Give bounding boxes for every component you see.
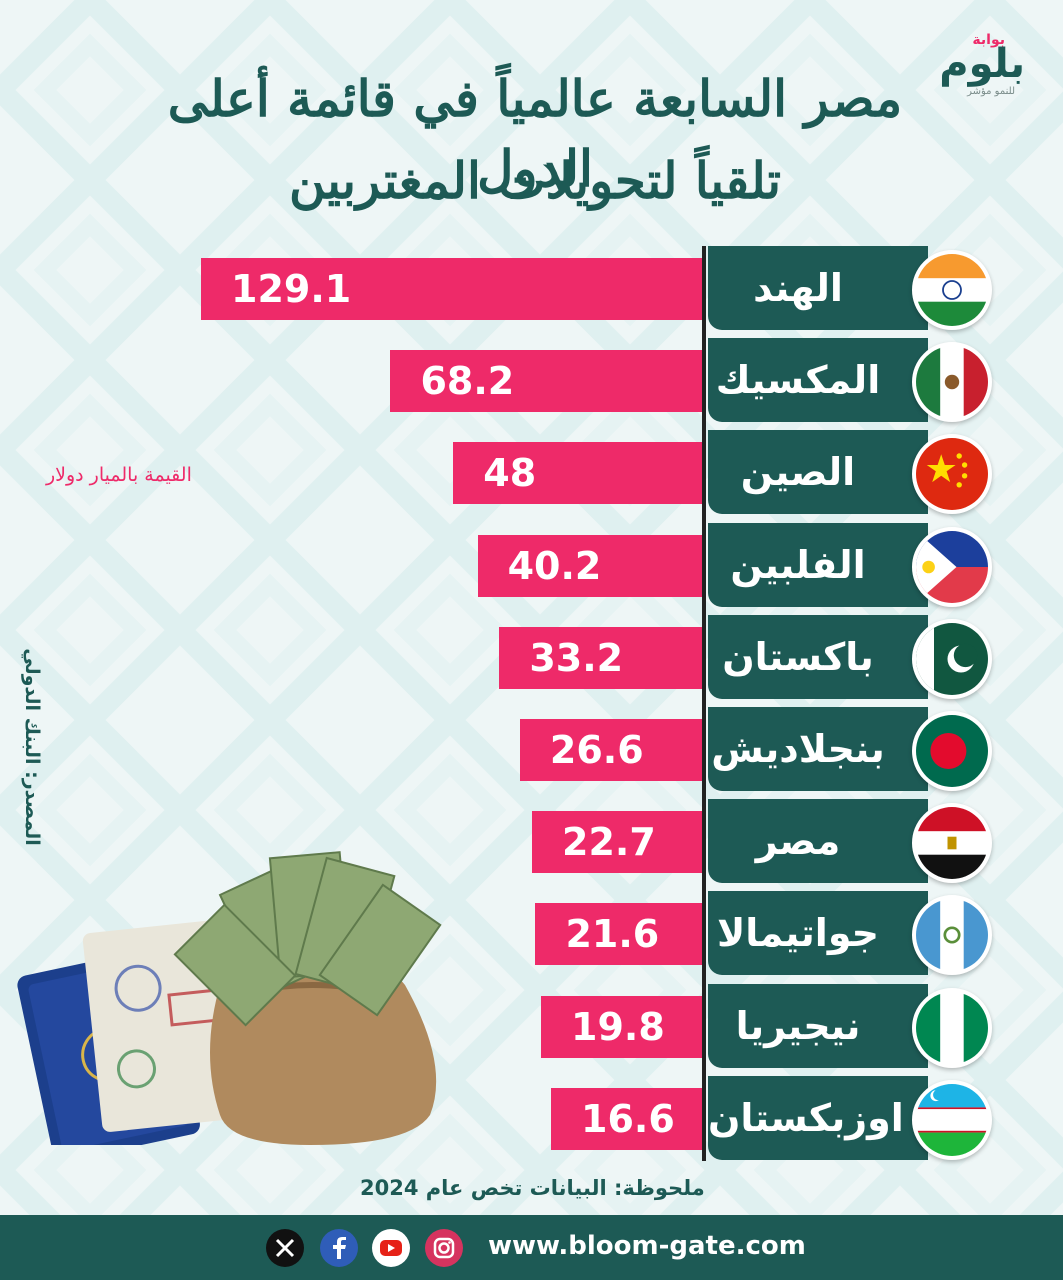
category-label: الهند	[753, 266, 843, 310]
logo-sub-text: للنمو مؤشر	[967, 86, 1015, 97]
bar-value-label: 40.2	[507, 543, 602, 588]
footnote: ملحوظة: البيانات تخص عام 2024	[360, 1176, 705, 1200]
bar: 48	[453, 442, 702, 505]
egypt-flag-icon	[912, 803, 992, 884]
category-label-box	[708, 1075, 928, 1160]
chart-row: 26.6 بنجلاديش	[0, 707, 1063, 791]
unit-label: القيمة بالميار دولار	[46, 464, 192, 486]
chart-row: 16.6 اوزبكستان	[0, 1075, 1063, 1160]
guatemala-flag-icon	[912, 895, 992, 976]
bar-value-label: 19.8	[571, 1004, 665, 1049]
bar-value-label: 16.6	[581, 1096, 675, 1141]
china-flag-icon	[912, 434, 992, 515]
bar: 21.6	[535, 903, 702, 966]
category-label: جواتيمالا	[716, 911, 880, 956]
bar-value-label: 21.6	[565, 912, 660, 957]
bar-value-label: 48	[483, 451, 537, 496]
page-title-line-1: مصر السابعة عالمياً في قائمة أعلى الدول	[167, 69, 903, 198]
category-label: الصين	[740, 450, 856, 495]
brand-logo: بوابة بلوم للنمو مؤشر	[935, 30, 1025, 100]
website-url[interactable]: www.bloom-gate.com	[488, 1231, 806, 1261]
category-label-box	[708, 246, 928, 330]
chart-row: 68.2 المكسيك	[0, 338, 1063, 423]
nigeria-flag-icon	[912, 987, 992, 1068]
logo-top-text: بوابة	[972, 32, 1005, 48]
facebook-icon[interactable]	[320, 1229, 358, 1267]
philippines-flag-icon	[912, 526, 992, 607]
category-label-box	[708, 707, 928, 791]
chart-row: 40.2 الفلبين	[0, 522, 1063, 607]
category-label-box	[708, 983, 928, 1068]
category-label-box	[708, 338, 928, 423]
chart-row: 33.2 باكستان	[0, 614, 1063, 699]
bar: 19.8	[541, 995, 702, 1058]
bar: 22.7	[532, 811, 702, 874]
mexico-flag-icon	[912, 342, 992, 423]
instagram-icon[interactable]	[425, 1229, 463, 1267]
bangladesh-flag-icon	[912, 711, 992, 791]
category-label: المكسيك	[715, 358, 881, 403]
logo-main-text: بلوم	[939, 41, 1025, 87]
chart-row: 129.1 الهند	[0, 246, 1063, 330]
uzbekistan-flag-icon	[912, 1079, 992, 1160]
money-bag-passports-illustration	[17, 851, 442, 1145]
chart-axis-line	[702, 246, 706, 1161]
chart-row: 48 الصين	[0, 430, 1063, 515]
chart-row: 22.7 مصر	[0, 799, 1063, 884]
category-label: باكستان	[722, 634, 874, 679]
youtube-icon[interactable]	[372, 1229, 410, 1267]
bar: 68.2	[390, 350, 702, 413]
category-label: اوزبكستان	[708, 1095, 904, 1140]
chart-row: 19.8 نيجيريا	[0, 983, 1063, 1068]
chart-row: 21.6 جواتيمالا	[0, 891, 1063, 976]
bar-value-label: 129.1	[231, 267, 352, 311]
category-label-box	[708, 799, 928, 884]
india-flag-icon	[912, 250, 992, 330]
bar-value-label: 22.7	[562, 820, 656, 865]
bar: 33.2	[499, 626, 702, 689]
category-label: مصر	[755, 819, 841, 864]
footer-bar: www.bloom-gate.com	[0, 1215, 1063, 1280]
bar: 16.6	[551, 1087, 702, 1150]
page-title-line-2: تلقياً لتحويلات المغتربين	[288, 151, 782, 210]
bar: 26.6	[519, 719, 702, 781]
bar-value-label: 68.2	[420, 359, 515, 404]
category-label-box	[708, 522, 928, 607]
category-label-box	[708, 614, 928, 699]
category-label: نيجيريا	[735, 1003, 861, 1048]
category-label: بنجلاديش	[711, 727, 885, 771]
x-icon[interactable]	[266, 1229, 304, 1267]
bar: 129.1	[201, 258, 702, 320]
category-label: الفلبين	[730, 542, 866, 587]
bar: 40.2	[477, 534, 702, 597]
category-label-box	[708, 430, 928, 515]
category-label-box	[708, 891, 928, 976]
bar-value-label: 26.6	[549, 728, 644, 772]
pakistan-flag-icon	[912, 618, 992, 699]
bar-value-label: 33.2	[529, 635, 624, 680]
